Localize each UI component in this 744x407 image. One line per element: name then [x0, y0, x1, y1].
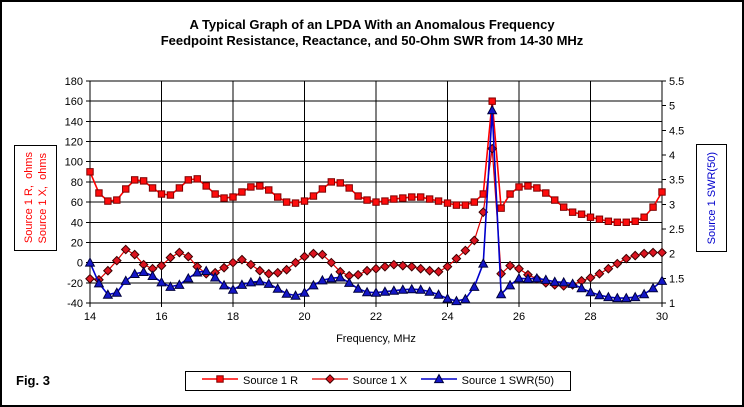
- figure-number-label: Fig. 3: [16, 373, 50, 388]
- svg-text:28: 28: [584, 311, 596, 323]
- x-axis-label: Frequency, MHz: [336, 333, 416, 345]
- legend-marker-square-icon: [202, 372, 238, 390]
- legend-label: Source 1 X: [352, 375, 408, 387]
- svg-text:180: 180: [65, 76, 83, 88]
- right-axis-label-box: Source 1 SWR(50): [696, 144, 727, 252]
- svg-text:60: 60: [71, 197, 83, 209]
- svg-text:140: 140: [65, 116, 83, 128]
- svg-text:20: 20: [71, 237, 83, 249]
- series-source-1-swr-50: [84, 104, 668, 306]
- svg-text:14: 14: [84, 311, 96, 323]
- svg-text:5: 5: [669, 101, 675, 113]
- svg-text:120: 120: [65, 137, 83, 149]
- svg-text:3.5: 3.5: [669, 175, 684, 187]
- legend-label: Source 1 SWR(50): [461, 375, 554, 387]
- svg-text:2.5: 2.5: [669, 224, 684, 236]
- svg-text:30: 30: [656, 311, 668, 323]
- legend-label: Source 1 R: [243, 375, 299, 387]
- series-source-1-r: [86, 97, 666, 226]
- axis-tick-labels: 180160140120100806040200-20-405.554.543.…: [65, 76, 685, 323]
- svg-text:160: 160: [65, 96, 83, 108]
- legend-item-source-1-swr: Source 1 SWR(50): [420, 372, 554, 390]
- svg-text:80: 80: [71, 177, 83, 189]
- svg-text:3: 3: [669, 199, 675, 211]
- svg-text:24: 24: [441, 311, 453, 323]
- svg-text:16: 16: [155, 311, 167, 323]
- legend-item-source-1-x: Source 1 X: [311, 372, 408, 390]
- svg-text:4: 4: [669, 150, 675, 162]
- svg-text:0: 0: [77, 258, 83, 270]
- svg-text:1: 1: [669, 298, 675, 310]
- svg-text:4.5: 4.5: [669, 125, 684, 137]
- chart-title-line1: A Typical Graph of an LPDA With an Anoma…: [189, 17, 555, 32]
- svg-text:-20: -20: [67, 278, 83, 290]
- svg-text:100: 100: [65, 157, 83, 169]
- series-source-1-x: [85, 143, 667, 291]
- svg-text:5.5: 5.5: [669, 76, 684, 88]
- svg-text:22: 22: [370, 311, 382, 323]
- left-axis-label-r: Source 1 R, ohms: [22, 152, 35, 244]
- left-axis-label-box: Source 1 R, ohms Source 1 X, ohms: [14, 145, 57, 251]
- svg-text:1.5: 1.5: [669, 273, 684, 285]
- svg-text:26: 26: [513, 311, 525, 323]
- svg-text:-40: -40: [67, 298, 83, 310]
- left-axis-label-x: Source 1 X, ohms: [36, 152, 49, 244]
- legend-item-source-1-r: Source 1 R: [202, 372, 298, 390]
- chart-canvas: 180160140120100806040200-20-405.554.543.…: [65, 76, 685, 323]
- legend-marker-triangle-icon: [420, 372, 457, 390]
- chart-title-line2: Feedpoint Resistance, Reactance, and 50-…: [160, 33, 584, 48]
- svg-text:40: 40: [71, 217, 83, 229]
- svg-text:2: 2: [669, 249, 675, 261]
- svg-text:18: 18: [227, 311, 239, 323]
- legend: Source 1 R Source 1 X Source 1 SWR(50): [185, 371, 571, 391]
- svg-text:20: 20: [298, 311, 310, 323]
- chart-title: A Typical Graph of an LPDA With an Anoma…: [2, 17, 742, 49]
- legend-marker-diamond-icon: [311, 372, 348, 390]
